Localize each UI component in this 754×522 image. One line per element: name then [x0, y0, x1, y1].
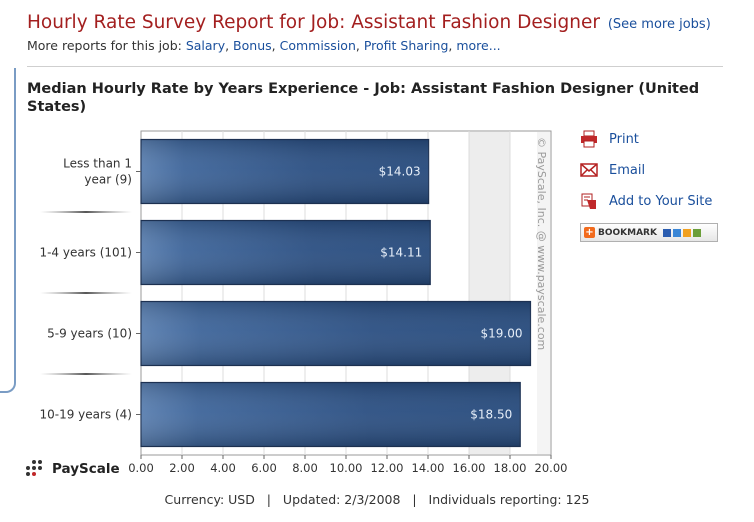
bar-value-label: $19.00: [481, 327, 523, 341]
print-link[interactable]: Print: [580, 130, 639, 148]
add-to-site-link[interactable]: Add to Your Site: [580, 192, 712, 210]
digg-icon: [672, 228, 681, 237]
reporting-text: Individuals reporting: 125: [428, 492, 590, 507]
share-icon: [692, 228, 701, 237]
bar-value-label: $18.50: [470, 408, 512, 422]
payscale-logo-text: PayScale: [52, 461, 120, 477]
x-tick-label: 6.00: [251, 461, 277, 475]
report-title-text: Hourly Rate Survey Report for Job: Assis…: [27, 12, 600, 33]
salary-link[interactable]: Salary: [185, 38, 226, 53]
x-tick-label: 2.00: [169, 461, 195, 475]
bar-shade: [141, 382, 521, 447]
add-to-site-icon: [580, 192, 598, 210]
x-tick-label: 10.00: [330, 461, 363, 475]
category-separator: [40, 373, 132, 375]
bar-shade: [141, 220, 431, 285]
bookmark-button[interactable]: + BOOKMARK: [580, 223, 718, 242]
stumbleupon-icon: [682, 228, 691, 237]
category-separator: [40, 292, 132, 294]
bar-value-label: $14.03: [379, 165, 421, 179]
commission-link[interactable]: Commission: [279, 38, 356, 53]
more-reports-bar: More reports for this job: Salary, Bonus…: [27, 38, 501, 53]
x-tick-label: 14.00: [412, 461, 445, 475]
x-tick-label: 12.00: [371, 461, 404, 475]
print-label: Print: [609, 131, 639, 147]
report-title: Hourly Rate Survey Report for Job: Assis…: [27, 12, 711, 33]
page-frame-border: [0, 68, 16, 393]
more-link[interactable]: more...: [456, 38, 501, 53]
category-separator: [40, 211, 132, 213]
bookmark-label: BOOKMARK: [598, 227, 657, 238]
x-tick-label: 20.00: [535, 461, 568, 475]
x-tick-label: 16.00: [453, 461, 486, 475]
bonus-link[interactable]: Bonus: [233, 38, 272, 53]
watermark-column: [537, 132, 550, 454]
profit-sharing-link[interactable]: Profit Sharing: [363, 38, 449, 53]
bar-shade: [141, 139, 429, 204]
email-label: Email: [609, 162, 646, 178]
category-label: 5-9 years (10): [47, 327, 132, 341]
email-link[interactable]: Email: [580, 161, 645, 179]
more-reports-label: More reports for this job:: [27, 38, 182, 53]
divider: [27, 66, 723, 67]
x-tick-label: 0.00: [128, 461, 154, 475]
category-label: 10-19 years (4): [39, 408, 132, 422]
see-more-jobs-link[interactable]: (See more jobs): [607, 17, 711, 32]
chart-footer: Currency: USD | Updated: 2/3/2008 | Indi…: [164, 492, 590, 507]
updated-text: Updated: 2/3/2008: [282, 492, 401, 507]
chart-watermark: © PayScale, Inc. @ www.payscale.com: [535, 137, 548, 350]
chart-title: Median Hourly Rate by Years Experience -…: [27, 81, 700, 115]
delicious-icon: [662, 228, 671, 237]
bookmark-plus-icon: +: [584, 227, 595, 238]
payscale-logo-icon: [26, 458, 48, 480]
category-label: 1-4 years (101): [39, 246, 132, 260]
x-tick-label: 18.00: [494, 461, 527, 475]
category-label: Less than 1 year (9): [63, 157, 132, 187]
x-tick-label: 4.00: [210, 461, 236, 475]
social-bookmark-icons: [662, 228, 701, 237]
x-tick-label: 8.00: [292, 461, 318, 475]
email-icon: [580, 161, 598, 179]
currency-text: Currency: USD: [164, 492, 255, 507]
bar-shade: [141, 301, 531, 366]
printer-icon: [580, 130, 598, 148]
bar-value-label: $14.11: [380, 246, 422, 260]
payscale-logo: PayScale: [26, 458, 120, 480]
add-to-site-label: Add to Your Site: [609, 193, 713, 209]
